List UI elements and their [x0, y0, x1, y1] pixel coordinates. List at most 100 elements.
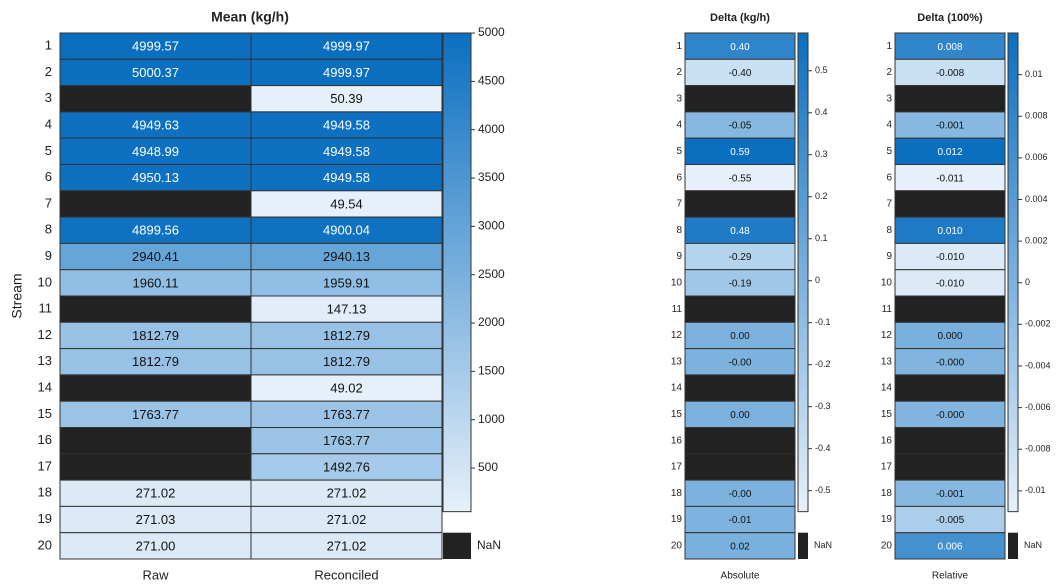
- heatmap-cell: [250, 58, 443, 87]
- cell-label: -0.001: [936, 489, 965, 500]
- heatmap-cell: [684, 453, 796, 481]
- heatmap-cell: [59, 348, 252, 376]
- heatmap-cell: [894, 216, 1006, 244]
- row-label: 18: [38, 485, 52, 500]
- cell-label: 1763.77: [132, 407, 179, 422]
- heatmap-cell: [894, 532, 1006, 560]
- heatmap-cell: [250, 242, 443, 271]
- colorbar-tick-label: 0.3: [815, 149, 828, 159]
- cell-label: 4899.56: [132, 223, 179, 238]
- cell-label: -0.00: [729, 489, 752, 500]
- heatmap-cell: [59, 137, 252, 165]
- row-label: 6: [45, 169, 52, 184]
- row-label: 10: [671, 277, 683, 288]
- colorbar-tick-label: -0.2: [815, 359, 831, 369]
- heatmap-cell: [684, 321, 796, 350]
- row-label: 11: [39, 301, 53, 316]
- row-label: 18: [881, 488, 893, 499]
- colorbar-tick-label: 0.2: [815, 191, 828, 201]
- row-label: 8: [676, 225, 682, 236]
- heatmap-cell: [250, 216, 443, 244]
- cell-label: 271.02: [136, 486, 176, 501]
- cell-label: -0.000: [936, 410, 965, 421]
- heatmap-cell: [250, 321, 443, 350]
- heatmap-cell: [250, 374, 443, 402]
- colorbar-tick-label: -0.002: [1025, 319, 1051, 329]
- row-label: 10: [38, 274, 52, 289]
- nan-label: NaN: [1024, 540, 1042, 550]
- cell-label: 0.40: [730, 42, 750, 53]
- colorbar-tick-label: 0.008: [1025, 111, 1048, 121]
- row-label: 13: [671, 356, 683, 367]
- heatmap-cell: [894, 58, 1006, 87]
- cell-label: 4948.99: [132, 144, 179, 159]
- row-label: 11: [882, 304, 893, 315]
- row-label: 16: [38, 432, 52, 447]
- colorbar-tick-label: 4000: [478, 122, 505, 136]
- heatmap-cell: [894, 190, 1006, 218]
- row-label: 6: [886, 172, 892, 183]
- heatmap-cell: [59, 453, 252, 481]
- row-label: 9: [676, 251, 682, 262]
- row-label: 5: [676, 146, 682, 157]
- row-label: 12: [881, 330, 893, 341]
- heatmap-cell: [684, 479, 796, 507]
- row-label: 15: [671, 409, 683, 420]
- colorbar: [1007, 32, 1019, 513]
- heatmap-cell: [59, 190, 252, 218]
- row-label: 19: [881, 514, 893, 525]
- cell-label: 0.00: [730, 331, 750, 342]
- nan-label: NaN: [477, 538, 501, 552]
- row-label: 8: [45, 222, 52, 237]
- heatmap-cell: [684, 85, 796, 113]
- heatmap-cell: [250, 479, 443, 507]
- row-label: 4: [676, 120, 682, 131]
- row-label: 16: [881, 435, 893, 446]
- cell-label: 147.13: [327, 302, 367, 317]
- row-label: 1: [676, 41, 682, 52]
- row-label: 20: [38, 537, 52, 552]
- row-label: 13: [881, 356, 893, 367]
- heatmap-cell: [59, 374, 252, 402]
- cell-label: 0.02: [730, 541, 750, 552]
- colorbar: [442, 32, 472, 513]
- heatmap-cell: [894, 374, 1006, 402]
- heatmap-cell: [250, 400, 443, 429]
- heatmap-cell: [59, 479, 252, 507]
- colorbar-tick-label: -0.006: [1025, 402, 1051, 412]
- y-axis-label: Stream: [9, 273, 25, 318]
- colorbar-tick-label: -0.3: [815, 401, 831, 411]
- heatmap-cell: [894, 505, 1006, 534]
- x-tick-label: Raw: [142, 567, 169, 582]
- cell-label: 1763.77: [323, 433, 370, 448]
- heatmap-cell: [684, 427, 796, 455]
- colorbar-tick-label: 1000: [478, 412, 505, 426]
- row-label: 7: [886, 199, 892, 210]
- cell-label: 4949.63: [132, 117, 179, 132]
- cell-label: -0.010: [936, 278, 965, 289]
- heatmap-cell: [250, 269, 443, 297]
- cell-label: 271.02: [327, 538, 367, 553]
- cell-label: -0.001: [936, 121, 965, 132]
- nan-swatch: [443, 532, 471, 559]
- colorbar-tick-label: 0.01: [1025, 69, 1043, 79]
- row-label: 10: [881, 277, 893, 288]
- colorbar-tick-label: 0.006: [1025, 152, 1048, 162]
- cell-label: 0.59: [730, 147, 750, 158]
- cell-label: 4999.97: [323, 39, 370, 54]
- heatmap-cell: [59, 321, 252, 350]
- heatmap-cell: [250, 295, 443, 323]
- heatmap-cell: [59, 111, 252, 139]
- cell-label: 4999.57: [132, 39, 179, 54]
- cell-label: 271.02: [327, 512, 367, 527]
- row-label: 2: [45, 64, 52, 79]
- cell-label: -0.05: [729, 121, 752, 132]
- cell-label: 0.006: [937, 541, 962, 552]
- colorbar-tick-label: 0.002: [1025, 235, 1048, 245]
- cell-label: 4949.58: [323, 117, 370, 132]
- row-label: 11: [672, 304, 683, 315]
- row-label: 5: [886, 146, 892, 157]
- row-label: 2: [676, 67, 682, 78]
- heatmap-cell: [684, 216, 796, 244]
